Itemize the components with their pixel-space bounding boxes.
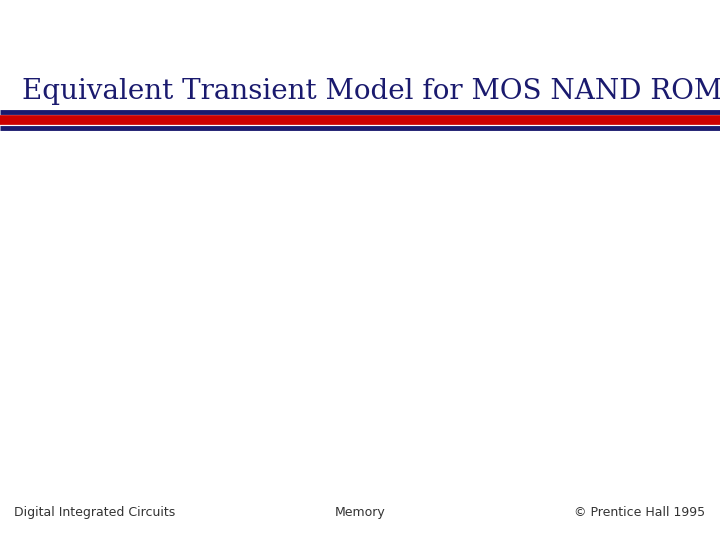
Text: Memory: Memory (335, 507, 385, 519)
Text: © Prentice Hall 1995: © Prentice Hall 1995 (575, 507, 706, 519)
Text: Digital Integrated Circuits: Digital Integrated Circuits (14, 507, 176, 519)
Text: Equivalent Transient Model for MOS NAND ROM: Equivalent Transient Model for MOS NAND … (22, 78, 720, 105)
